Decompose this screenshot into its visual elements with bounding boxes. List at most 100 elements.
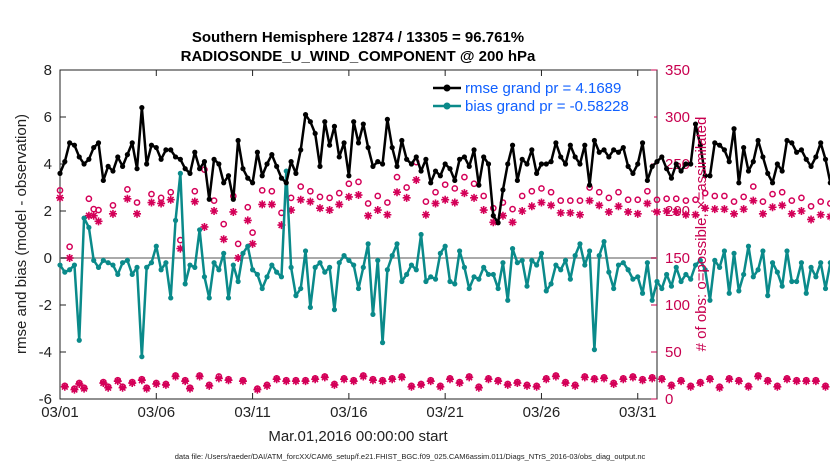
rmse-point: [485, 161, 492, 167]
rmse-point: [418, 168, 424, 174]
obs-assimilated-marker: [816, 210, 825, 219]
left-y-tick-label: 2: [44, 203, 52, 220]
left-y-tick-label: -4: [39, 344, 52, 361]
obs-assimilated-marker: [263, 381, 272, 390]
obs-assimilated-marker: [56, 193, 64, 202]
bias-point: [375, 257, 381, 263]
obs-possible-marker: [634, 196, 642, 204]
obs-assimilated-marker: [691, 210, 700, 219]
bias-point: [702, 267, 708, 273]
bias-point: [668, 283, 675, 289]
rmse-point: [86, 156, 92, 162]
bias-point: [514, 260, 520, 266]
obs-possible-marker: [576, 197, 584, 205]
obs-assimilated-marker: [720, 205, 729, 214]
bias-point: [692, 262, 699, 268]
rmse-point: [789, 140, 795, 146]
obs-assimilated-marker: [667, 381, 676, 390]
obs-assimilated-marker: [65, 254, 74, 262]
bias-point: [683, 271, 689, 278]
rmse-point: [442, 161, 448, 167]
bias-point: [201, 274, 208, 280]
rmse-point: [67, 140, 73, 146]
obs-assimilated-marker: [744, 382, 753, 391]
bias-point: [794, 278, 800, 285]
bias-point: [707, 297, 713, 303]
obs-assimilated-marker: [373, 206, 382, 215]
obs-possible-marker: [518, 192, 526, 200]
bias-point: [298, 285, 304, 292]
obs-assimilated-marker: [89, 211, 98, 220]
bias-point: [432, 276, 439, 282]
obs-assimilated-marker: [710, 205, 719, 214]
obs-assimilated-marker: [311, 375, 320, 384]
bias-point: [235, 278, 241, 285]
obs-assimilated-marker: [725, 375, 734, 384]
bias-point: [697, 257, 703, 263]
rmse-point: [779, 168, 785, 174]
right-y-tick-label: 150: [665, 250, 690, 267]
obs-possible-marker: [244, 203, 252, 211]
obs-assimilated-marker: [277, 221, 286, 230]
obs-assimilated-marker: [340, 375, 349, 384]
obs-assimilated-marker: [70, 385, 79, 394]
left-y-tick-label: -2: [39, 297, 52, 314]
bias-point: [254, 271, 260, 278]
chart-title-line-1: Southern Hemisphere 12874 / 13305 = 96.7…: [192, 29, 524, 46]
rmse-point: [375, 159, 381, 165]
obs-assimilated-marker: [600, 374, 609, 383]
bias-point: [110, 262, 116, 268]
bias-point: [404, 271, 410, 278]
bias-point: [163, 260, 169, 266]
bias-point: [745, 243, 752, 249]
rmse-point: [423, 156, 429, 162]
bias-point: [635, 274, 641, 280]
rmse-point: [384, 116, 390, 122]
obs-possible-marker: [109, 202, 117, 209]
rmse-point: [659, 154, 665, 160]
obs-assimilated-marker: [195, 372, 204, 381]
obs-assimilated-marker: [826, 212, 830, 221]
legend-bias-label: bias grand pr = -0.58228: [465, 98, 629, 115]
rmse-point: [245, 175, 251, 181]
rmse-point: [818, 140, 824, 146]
obs-assimilated-marker: [523, 381, 532, 390]
bias-point: [259, 285, 265, 292]
bias-point: [384, 267, 390, 273]
rmse-point: [664, 166, 670, 172]
bias-point: [245, 243, 251, 249]
rmse-point: [466, 163, 472, 169]
obs-assimilated-marker: [359, 372, 368, 381]
bias-point: [221, 250, 227, 256]
rmse-point: [254, 149, 260, 155]
obs-assimilated-marker: [580, 373, 589, 382]
rmse-point: [654, 159, 660, 165]
obs-possible-marker: [297, 183, 305, 190]
obs-assimilated-marker: [821, 382, 830, 391]
rmse-point: [769, 180, 776, 186]
bias-point: [688, 276, 694, 282]
bias-point: [789, 278, 795, 285]
bias-point: [678, 278, 684, 285]
legend-box: [430, 76, 654, 120]
bias-point: [67, 267, 73, 273]
bias-point: [192, 264, 198, 270]
rmse-point: [596, 149, 602, 155]
obs-assimilated-marker: [739, 205, 748, 214]
obs-possible-marker: [528, 187, 536, 195]
obs-possible-marker: [345, 180, 353, 188]
obs-assimilated-marker: [368, 376, 377, 385]
obs-possible-marker: [615, 188, 622, 196]
rmse-point: [76, 154, 82, 160]
obs-assimilated-marker: [142, 384, 151, 393]
rmse-point: [177, 156, 183, 162]
obs-assimilated-marker: [749, 196, 758, 205]
obs-assimilated-marker: [152, 379, 161, 388]
obs-assimilated-marker: [108, 209, 117, 218]
obs-assimilated-marker: [797, 207, 806, 215]
obs-possible-marker: [95, 206, 102, 214]
obs-possible-marker: [826, 200, 830, 207]
obs-assimilated-marker: [287, 206, 296, 215]
obs-assimilated-marker: [518, 207, 527, 215]
